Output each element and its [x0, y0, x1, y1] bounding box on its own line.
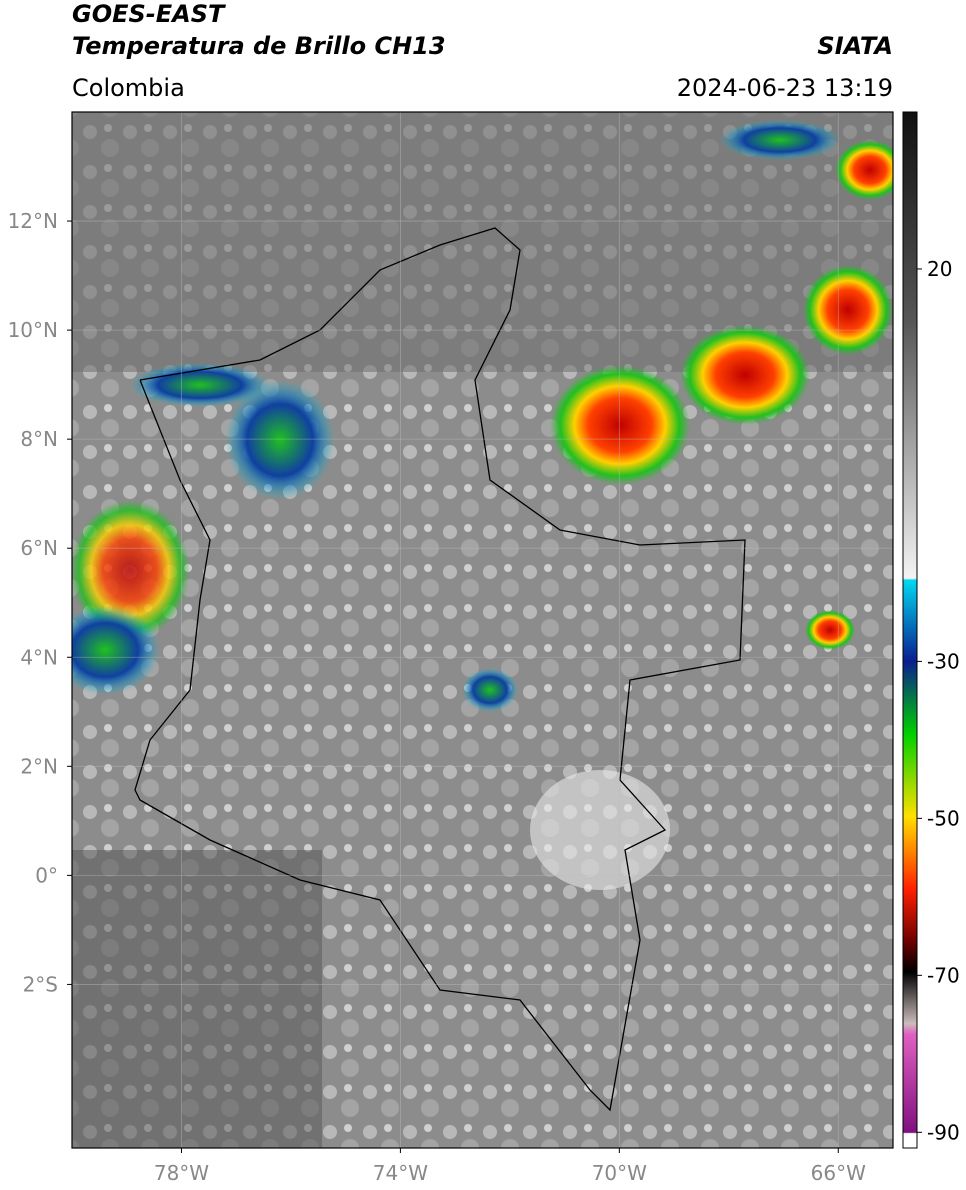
colorbar-tick-label: -90 — [927, 1120, 960, 1144]
pacific — [72, 850, 322, 1148]
cloud — [72, 605, 160, 695]
title: GOES-EAST — [72, 0, 226, 28]
colorbar-tick-label: -70 — [927, 963, 960, 987]
region: Colombia — [72, 74, 185, 102]
y-tick-label: 12°N — [8, 209, 58, 233]
clear — [530, 770, 670, 890]
subtitle: Temperatura de Brillo CH13 — [72, 32, 446, 60]
storm — [72, 500, 190, 640]
cloud — [720, 120, 840, 160]
storm — [835, 140, 893, 200]
map-frame — [71, 111, 894, 1149]
storm — [680, 325, 810, 425]
y-tick-label: 4°N — [20, 645, 58, 669]
grid — [72, 112, 893, 1148]
x-tick-label: 78°W — [154, 1161, 209, 1185]
y-tick-label: 2°N — [20, 754, 58, 778]
colorbar-tick-label: -50 — [927, 806, 960, 830]
y-tick-label: 6°N — [20, 536, 58, 560]
x-tick-label: 70°W — [592, 1161, 647, 1185]
datetime: 2024-06-23 13:19 — [677, 74, 893, 102]
y-tick-label: 2°S — [23, 972, 58, 996]
colorbar-tick-label: -30 — [927, 649, 960, 673]
colorbar-tick-label: 20 — [927, 257, 952, 281]
cloud — [462, 668, 518, 712]
storm — [550, 365, 690, 485]
x-tick-label: 74°W — [373, 1161, 428, 1185]
storm — [805, 610, 855, 650]
country-border — [134, 227, 746, 1112]
y-tick-label: 8°N — [20, 427, 58, 451]
y-tick-label: 0° — [35, 863, 58, 887]
x-tick-label: 66°W — [811, 1161, 866, 1185]
colorbar — [902, 111, 918, 1149]
storm — [803, 265, 893, 355]
y-tick-label: 10°N — [8, 318, 58, 342]
cloud — [225, 380, 335, 500]
cloud — [130, 363, 270, 407]
source: SIATA — [817, 32, 893, 60]
imagery — [72, 112, 893, 1148]
